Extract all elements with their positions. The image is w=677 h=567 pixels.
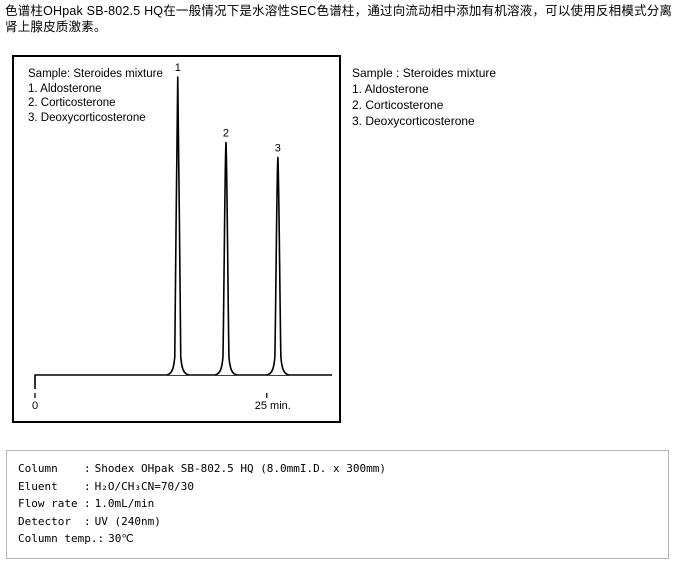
condition-separator: : — [84, 462, 91, 475]
sample-list: Sample : Steroides mixture 1. Aldosteron… — [352, 65, 496, 129]
condition-label: Detector — [18, 514, 71, 528]
chart-legend-title: Sample: Steroides mixture — [28, 68, 163, 80]
sample-list-item: 3. Deoxycorticosterone — [352, 114, 475, 128]
condition-value: Shodex OHpak SB-802.5 HQ (8.0mmI.D. x 30… — [94, 462, 387, 475]
chart-legend-item: 3. Deoxycorticosterone — [28, 111, 146, 124]
peak-trace — [214, 141, 238, 376]
condition-separator: : — [97, 532, 105, 545]
peak-label: 1 — [175, 62, 181, 74]
peak-trace — [266, 156, 290, 376]
condition-separator: : — [84, 514, 91, 528]
chart-legend-item: 1. Aldosterone — [28, 82, 102, 95]
condition-separator: : — [84, 497, 91, 510]
condition-label: Eluent — [18, 479, 58, 493]
sample-list-item: 2. Corticosterone — [352, 98, 444, 112]
chromatogram-panel: 0 25 min. 1 2 3 Sample: Steroides mixture 1.… — [12, 55, 341, 423]
chart-legend: Sample: Steroides mixture 1. Aldosterone… — [28, 67, 163, 125]
condition-label: Column temp. — [18, 532, 98, 545]
condition-row: Eluent : H₂O/CH₃CN=70/30 — [18, 478, 668, 496]
axis-tick-label: 0 — [32, 400, 38, 412]
condition-value: UV (240nm) — [94, 514, 161, 528]
chart-legend-item: 2. Corticosterone — [28, 97, 116, 109]
peak-label: 3 — [275, 142, 281, 154]
condition-label: Column — [18, 462, 58, 475]
axis-tick-label: 25 min. — [255, 400, 291, 412]
sample-list-item: 1. Aldosterone — [352, 82, 429, 96]
condition-value: 30℃ — [108, 532, 134, 545]
condition-label: Flow rate — [18, 497, 78, 510]
condition-row: Detector : UV (240nm) — [18, 513, 668, 531]
condition-value: H₂O/CH₃CN=70/30 — [94, 479, 194, 493]
condition-row: Column : Shodex OHpak SB-802.5 HQ (8.0mm… — [18, 460, 668, 478]
peak-label: 2 — [223, 128, 229, 140]
condition-row: Column temp. : 30℃ — [18, 530, 668, 548]
condition-row: Flow rate : 1.0mL/min — [18, 495, 668, 513]
condition-value: 1.0mL/min — [94, 497, 155, 510]
conditions-panel: Column : Shodex OHpak SB-802.5 HQ (8.0mm… — [6, 450, 669, 559]
intro-paragraph: 色谱柱OHpak SB-802.5 HQ在一般情况下是水溶性SEC色谱柱，通过向… — [5, 4, 673, 34]
sample-list-title: Sample : Steroides mixture — [352, 66, 497, 80]
peak-trace — [166, 76, 189, 376]
chromatogram-svg: 0 25 min. 1 2 3 — [32, 62, 332, 412]
baseline-trace — [34, 374, 332, 389]
condition-separator: : — [84, 479, 91, 493]
